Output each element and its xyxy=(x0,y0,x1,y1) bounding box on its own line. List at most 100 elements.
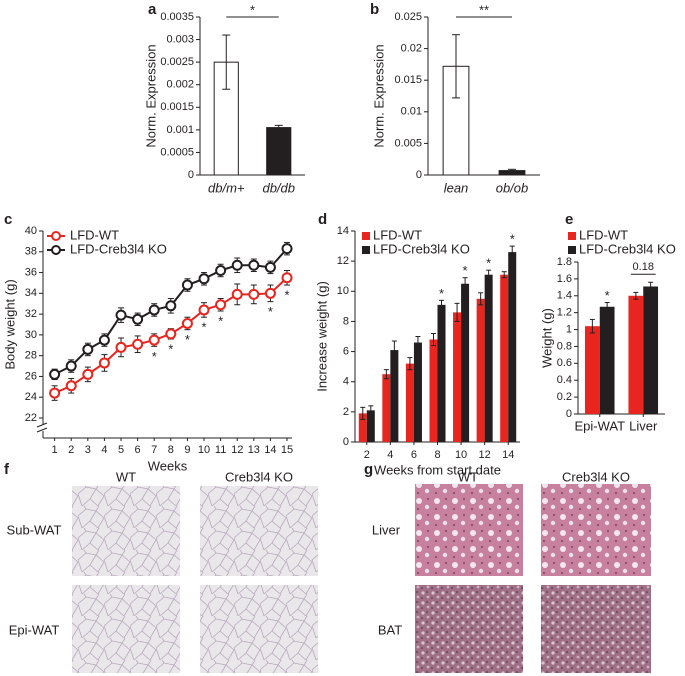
histology-image xyxy=(541,585,651,673)
legend-label: LFD-Creb3l4 KO xyxy=(579,241,676,256)
axis-break xyxy=(36,427,48,433)
y-tick-label: 38 xyxy=(25,246,37,258)
marker xyxy=(248,288,260,300)
y-tick-label: 0.6 xyxy=(557,357,572,369)
panel-label: d xyxy=(318,211,327,228)
y-tick-label: 0 xyxy=(416,169,422,181)
x-tick-label: 11 xyxy=(215,444,226,456)
bar xyxy=(405,363,414,442)
bar xyxy=(484,274,493,442)
histology-image xyxy=(415,484,523,576)
y-tick-label: 0.4 xyxy=(557,374,572,386)
panel-label: f xyxy=(4,461,10,478)
y-tick-label: 40 xyxy=(25,225,37,237)
row-label: BAT xyxy=(378,622,402,637)
y-tick-label: 22 xyxy=(25,412,37,424)
histology-image xyxy=(200,486,318,576)
x-tick-label: 14 xyxy=(502,449,514,461)
x-tick-label: 10 xyxy=(455,449,467,461)
marker xyxy=(98,357,110,369)
y-tick-label: 34 xyxy=(25,287,37,299)
marker xyxy=(264,287,276,299)
y-tick-label: 24 xyxy=(25,391,37,403)
legend-marker xyxy=(51,245,61,255)
bar xyxy=(382,374,391,442)
legend-label: LFD-WT xyxy=(70,227,119,242)
y-axis-label: Body weight (g) xyxy=(2,279,17,369)
marker xyxy=(165,328,177,340)
panel-label: e xyxy=(565,211,573,228)
x-tick-label: 12 xyxy=(231,444,243,456)
marker xyxy=(231,259,243,271)
marker xyxy=(115,341,127,353)
marker xyxy=(215,264,227,276)
annotation: 0.18 xyxy=(633,261,654,273)
legend-label: LFD-WT xyxy=(373,227,422,242)
marker xyxy=(132,313,144,325)
annotation: * xyxy=(152,349,157,364)
panel-f: f WT Creb3l4 KO Sub-WAT Epi-WAT xyxy=(4,461,318,673)
x-tick-label: 2 xyxy=(68,444,74,456)
marker xyxy=(248,259,260,271)
y-tick-label: 12 xyxy=(337,255,349,267)
marker xyxy=(98,334,110,346)
y-tick-label: 1 xyxy=(566,323,572,335)
y-tick-label: 10 xyxy=(337,285,349,297)
annotation: * xyxy=(185,332,190,347)
y-tick-label: 0.025 xyxy=(394,11,422,23)
marker xyxy=(65,360,77,372)
annotation: * xyxy=(268,304,273,319)
y-tick-label: 0.02 xyxy=(401,43,422,55)
y-tick-label: 8 xyxy=(343,315,349,327)
marker xyxy=(198,304,210,316)
y-axis-label: Weight (g) xyxy=(539,308,554,368)
y-tick-label: 14 xyxy=(337,225,349,237)
annotation: * xyxy=(168,341,173,356)
legend-marker xyxy=(362,246,370,254)
x-axis-label: Weeks from start date xyxy=(374,462,501,477)
histology-image xyxy=(72,486,180,576)
annotation: * xyxy=(510,232,515,247)
bar xyxy=(508,252,517,442)
annotation: * xyxy=(201,320,206,335)
y-tick-label: 0.003 xyxy=(166,33,194,45)
legend-label: LFD-Creb3l4 KO xyxy=(70,241,167,256)
legend-label: LFD-WT xyxy=(579,227,628,242)
marker xyxy=(215,299,227,311)
annotation: * xyxy=(218,313,223,328)
x-tick-label: 8 xyxy=(434,449,440,461)
x-tick-label: 14 xyxy=(264,444,276,456)
bar xyxy=(390,350,399,442)
marker xyxy=(65,380,77,392)
x-tick-label: Epi-WAT xyxy=(574,418,625,433)
marker xyxy=(181,279,193,291)
y-tick-label: 0.01 xyxy=(401,106,422,118)
y-tick-label: 1.6 xyxy=(557,273,572,285)
x-tick-label: 4 xyxy=(101,444,107,456)
y-axis-label: Norm. Expression xyxy=(371,44,386,147)
x-tick-label: db/m+ xyxy=(208,180,245,195)
y-tick-label: 1.2 xyxy=(557,307,572,319)
bar xyxy=(643,286,659,414)
significance-label: * xyxy=(250,2,255,17)
row-label: Liver xyxy=(372,522,401,537)
y-tick-label: 0.0015 xyxy=(160,101,194,113)
column-label: Creb3l4 KO xyxy=(562,469,630,484)
marker xyxy=(264,261,276,273)
column-label: WT xyxy=(116,469,136,484)
y-tick-label: 6 xyxy=(343,345,349,357)
y-tick-label: 36 xyxy=(25,266,37,278)
bar xyxy=(584,326,600,414)
marker xyxy=(49,387,61,399)
y-tick-label: 0.8 xyxy=(557,340,572,352)
bar xyxy=(476,298,485,442)
y-tick-label: 0.0035 xyxy=(160,11,194,23)
annotation: * xyxy=(486,256,491,271)
x-tick-label: 6 xyxy=(135,444,141,456)
marker xyxy=(181,317,193,329)
axis-break xyxy=(36,422,48,428)
x-tick-label: 9 xyxy=(184,444,190,456)
marker xyxy=(281,243,293,255)
x-tick-label: ob/ob xyxy=(496,180,529,195)
